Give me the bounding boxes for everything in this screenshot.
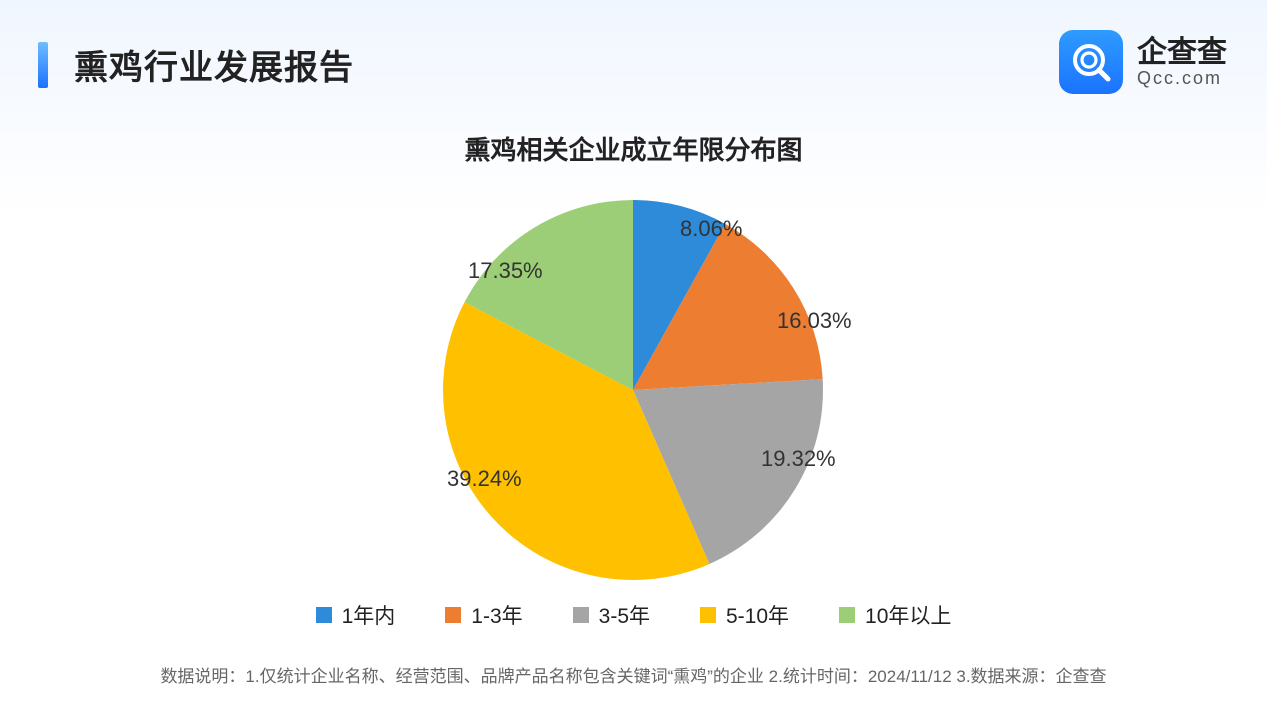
brand-name-en: Qcc.com bbox=[1137, 69, 1227, 89]
legend-label: 1年内 bbox=[342, 600, 396, 630]
legend-label: 3-5年 bbox=[599, 600, 650, 630]
report-title: 熏鸡行业发展报告 bbox=[74, 40, 354, 89]
search-c-icon bbox=[1070, 41, 1112, 83]
legend-label: 10年以上 bbox=[865, 600, 951, 630]
legend-swatch bbox=[316, 607, 332, 623]
legend-swatch bbox=[445, 607, 461, 623]
legend-item: 5-10年 bbox=[700, 600, 789, 630]
report-header: 熏鸡行业发展报告 bbox=[38, 40, 354, 89]
legend-swatch bbox=[573, 607, 589, 623]
legend-swatch bbox=[839, 607, 855, 623]
pie-slice-label: 16.03% bbox=[777, 308, 852, 334]
header-accent-bar bbox=[38, 42, 48, 88]
brand-logo-block: 企查查 Qcc.com bbox=[1059, 30, 1227, 94]
legend-label: 1-3年 bbox=[471, 600, 522, 630]
pie-svg bbox=[0, 190, 1267, 590]
legend-item: 1-3年 bbox=[445, 600, 522, 630]
legend-item: 10年以上 bbox=[839, 600, 951, 630]
pie-slice-label: 39.24% bbox=[447, 466, 522, 492]
chart-title: 熏鸡相关企业成立年限分布图 bbox=[0, 130, 1267, 167]
pie-chart: 8.06% 16.03% 19.32% 39.24% 17.35% bbox=[0, 190, 1267, 590]
brand-text: 企查查 Qcc.com bbox=[1137, 36, 1227, 89]
chart-legend: 1年内 1-3年 3-5年 5-10年 10年以上 bbox=[0, 600, 1267, 630]
legend-label: 5-10年 bbox=[726, 600, 789, 630]
legend-item: 3-5年 bbox=[573, 600, 650, 630]
pie-slice-label: 19.32% bbox=[761, 446, 836, 472]
footnote: 数据说明：1.仅统计企业名称、经营范围、品牌产品名称包含关键词“熏鸡”的企业 2… bbox=[0, 662, 1267, 687]
brand-name-zh: 企查查 bbox=[1137, 36, 1227, 69]
legend-item: 1年内 bbox=[316, 600, 396, 630]
legend-swatch bbox=[700, 607, 716, 623]
pie-slice-label: 8.06% bbox=[680, 216, 742, 242]
brand-icon bbox=[1059, 30, 1123, 94]
pie-slice-label: 17.35% bbox=[468, 258, 543, 284]
